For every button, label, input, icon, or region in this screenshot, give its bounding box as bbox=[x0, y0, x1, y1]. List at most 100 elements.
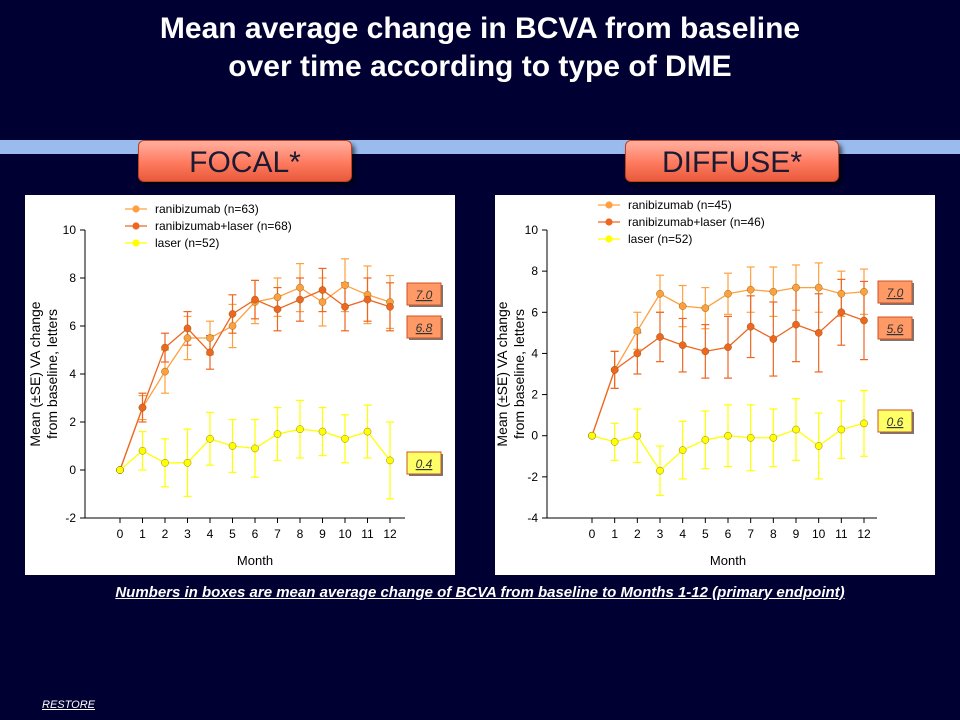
y-axis-label-line2: from baseline, letters bbox=[511, 309, 527, 439]
data-point bbox=[656, 333, 664, 341]
data-point bbox=[814, 442, 823, 450]
x-tick-label: 12 bbox=[383, 527, 397, 541]
data-point bbox=[341, 434, 349, 443]
y-tick-label: 2 bbox=[531, 388, 538, 402]
x-tick-label: 5 bbox=[229, 527, 236, 541]
legend-swatch-marker bbox=[605, 235, 613, 243]
y-tick-label: -2 bbox=[527, 470, 538, 484]
data-point bbox=[273, 293, 282, 301]
value-box-label: 7.0 bbox=[887, 286, 904, 300]
data-point bbox=[183, 458, 192, 467]
value-box bbox=[877, 316, 913, 340]
data-point bbox=[769, 335, 778, 343]
legend-swatch-marker bbox=[132, 205, 140, 213]
data-point bbox=[318, 298, 327, 306]
x-tick-label: 7 bbox=[747, 527, 754, 541]
data-point bbox=[363, 295, 372, 304]
y-tick-label: -4 bbox=[527, 511, 538, 525]
data-point bbox=[656, 466, 664, 475]
value-box bbox=[406, 282, 442, 306]
y-axis-label-line1: Mean (±SE) VA change bbox=[495, 301, 510, 446]
data-point bbox=[363, 427, 372, 436]
value-box bbox=[406, 451, 442, 475]
data-point bbox=[724, 343, 732, 352]
y-tick-label: 6 bbox=[531, 305, 538, 319]
data-point bbox=[251, 295, 259, 304]
data-point bbox=[792, 283, 800, 292]
value-box bbox=[406, 315, 442, 339]
x-axis-label: Month bbox=[237, 553, 273, 568]
data-point bbox=[633, 431, 642, 440]
x-tick-label: 8 bbox=[297, 527, 304, 541]
x-tick-label: 9 bbox=[793, 527, 800, 541]
y-tick-label: 8 bbox=[69, 271, 76, 285]
data-point bbox=[610, 366, 619, 374]
data-point bbox=[228, 442, 237, 450]
x-tick-label: 3 bbox=[184, 527, 191, 541]
value-box-label: 6.8 bbox=[416, 321, 433, 335]
legend-entry: ranibizumab (n=45) bbox=[628, 198, 732, 212]
data-point bbox=[318, 427, 327, 436]
title-line-2: over time according to type of DME bbox=[228, 50, 732, 83]
data-point bbox=[138, 403, 147, 412]
data-point bbox=[138, 446, 147, 455]
x-tick-label: 3 bbox=[657, 527, 664, 541]
data-point bbox=[701, 347, 710, 356]
source-link[interactable]: RESTORE bbox=[42, 699, 95, 711]
series-0 bbox=[138, 258, 394, 421]
x-tick-label: 10 bbox=[338, 527, 352, 541]
data-point bbox=[837, 425, 846, 434]
value-box bbox=[877, 409, 913, 433]
data-point bbox=[206, 434, 214, 443]
y-tick-label: -2 bbox=[65, 511, 76, 525]
data-point bbox=[228, 322, 237, 330]
x-tick-label: 4 bbox=[207, 527, 214, 541]
y-axis-label-line2: from baseline, letters bbox=[44, 309, 60, 439]
data-point bbox=[161, 367, 169, 376]
data-point bbox=[769, 287, 778, 296]
value-box-label: 0.6 bbox=[887, 415, 904, 429]
y-tick-label: 4 bbox=[69, 367, 76, 381]
value-box-label: 7.0 bbox=[416, 288, 433, 302]
data-point bbox=[161, 343, 169, 352]
title-line-1: Mean average change in BCVA from baselin… bbox=[159, 12, 801, 45]
data-point bbox=[386, 456, 394, 465]
data-point bbox=[296, 425, 304, 433]
x-tick-label: 7 bbox=[274, 527, 281, 541]
value-box-label: 5.6 bbox=[887, 322, 904, 336]
x-tick-label: 1 bbox=[611, 527, 618, 541]
x-tick-label: 0 bbox=[117, 527, 124, 541]
diffuse-panel-label: DIFFUSE* bbox=[625, 140, 839, 182]
diffuse-chart-area: -4 -2 0 2 4 6 8 10 0 1 2 3 4 5 6 7 8 9 10 11 12 Month Mean (±S… bbox=[494, 195, 935, 575]
y-tick-label: 4 bbox=[531, 346, 538, 360]
data-point bbox=[792, 320, 800, 329]
data-point bbox=[860, 287, 868, 296]
data-point bbox=[656, 289, 664, 298]
x-tick-label: 11 bbox=[835, 527, 848, 541]
data-point bbox=[769, 433, 778, 442]
data-point bbox=[814, 329, 823, 337]
x-axis-label: Month bbox=[710, 553, 746, 568]
page-title: Mean average change in BCVA from baselin… bbox=[0, 10, 960, 86]
footnote: Numbers in boxes are mean average change… bbox=[115, 584, 845, 601]
focal-panel-label: FOCAL* bbox=[138, 140, 352, 182]
data-point bbox=[724, 431, 732, 440]
data-point bbox=[610, 438, 619, 446]
focal-chart-area: -2 0 2 4 6 8 10 0 1 2 3 4 5 6 7 8 9 10 11 12 Month Mean (±SE)… bbox=[25, 195, 455, 575]
data-point bbox=[318, 286, 327, 294]
x-tick-label: 11 bbox=[361, 527, 374, 541]
value-box bbox=[877, 280, 913, 304]
x-tick-label: 9 bbox=[319, 527, 326, 541]
data-point bbox=[860, 419, 868, 428]
legend-entry: ranibizumab+laser (n=46) bbox=[628, 215, 765, 229]
series-1 bbox=[610, 278, 868, 389]
data-point bbox=[183, 324, 192, 333]
x-tick-label: 10 bbox=[812, 527, 826, 541]
y-tick-label: 2 bbox=[69, 415, 76, 429]
series-2 bbox=[138, 399, 394, 500]
x-tick-label: 1 bbox=[139, 527, 146, 541]
y-tick-label: 10 bbox=[525, 223, 539, 237]
data-point bbox=[746, 285, 755, 294]
